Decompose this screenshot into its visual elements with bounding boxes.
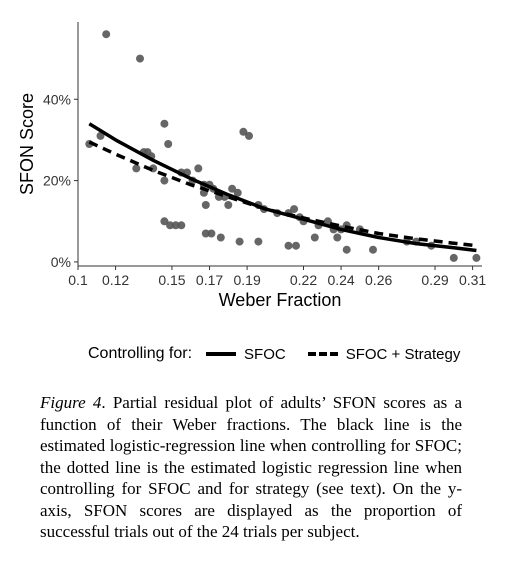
- caption-text: . Partial residual plot of adults’ SFON …: [40, 393, 462, 541]
- data-point: [194, 164, 203, 173]
- x-tick-label: 0.12: [102, 272, 129, 288]
- data-point: [207, 229, 216, 238]
- x-tick-label: 0.15: [158, 272, 185, 288]
- y-tick-label: 20%: [43, 173, 71, 189]
- series-line-sfoc-strategy: [88, 140, 477, 248]
- data-point: [245, 131, 253, 140]
- data-point: [201, 201, 210, 209]
- legend-dashed-line-key: [307, 352, 338, 356]
- figure-label: Figure 4: [40, 393, 102, 412]
- x-tick-label: 0.19: [233, 272, 260, 288]
- legend-solid-line-key: [206, 352, 237, 356]
- figure-caption: Figure 4. Partial residual plot of adult…: [40, 392, 462, 543]
- data-point: [449, 253, 458, 262]
- data-point: [284, 241, 293, 250]
- legend-title: Controlling for:: [88, 345, 193, 362]
- data-point: [166, 221, 175, 230]
- data-point: [310, 233, 319, 242]
- data-point: [216, 233, 225, 242]
- x-tick-label: 0.1: [68, 272, 88, 288]
- data-point: [136, 54, 144, 63]
- data-point: [333, 233, 342, 242]
- data-point: [342, 245, 351, 254]
- y-axis-title: SFON Score: [17, 93, 37, 195]
- x-tick-label: 0.24: [327, 272, 354, 288]
- x-tick-label: 0.22: [290, 272, 317, 288]
- data-point: [171, 221, 180, 230]
- x-tick-label: 0.26: [365, 272, 392, 288]
- data-point: [235, 237, 244, 246]
- fit-lines: [88, 122, 477, 253]
- x-tick-label: 0.31: [459, 272, 486, 288]
- data-point: [472, 253, 481, 262]
- data-point: [164, 140, 173, 148]
- data-point: [102, 30, 111, 39]
- data-point: [160, 119, 169, 128]
- data-point: [160, 217, 169, 226]
- x-tick-label: 0.29: [421, 272, 448, 288]
- data-point: [224, 201, 233, 209]
- legend-item-sfoc: SFOC: [206, 346, 286, 363]
- chart-legend: Controlling for: SFOC SFOC + Strategy: [88, 345, 482, 363]
- tick-labels: 0.1 0.12 0.15 0.17 0.19 0.22 0.24 0.26 0.29 0.31 0…: [43, 91, 486, 288]
- data-point: [323, 217, 332, 226]
- axes: [74, 22, 482, 270]
- x-tick-label: 0.17: [196, 272, 223, 288]
- data-point: [290, 205, 299, 214]
- series-line-sfoc: [88, 122, 477, 253]
- data-point: [228, 184, 237, 193]
- legend-label-sfoc: SFOC: [244, 345, 286, 363]
- y-tick-label: 40%: [43, 91, 71, 107]
- data-point: [132, 164, 141, 173]
- legend-label-sfoc-strategy: SFOC + Strategy: [345, 345, 461, 363]
- x-axis-title: Weber Fraction: [219, 290, 342, 310]
- data-point: [292, 241, 300, 250]
- data-point: [201, 229, 210, 238]
- scatter-points: [85, 30, 481, 262]
- legend-item-sfoc-strategy: SFOC + Strategy: [307, 345, 461, 363]
- data-point: [96, 131, 105, 140]
- data-point: [233, 188, 242, 197]
- y-tick-label: 0%: [51, 254, 71, 270]
- data-point: [160, 176, 169, 185]
- data-point: [177, 221, 186, 230]
- data-point: [239, 127, 248, 136]
- chart-plot: 0.1 0.12 0.15 0.17 0.19 0.22 0.24 0.26 0.29 0.31 0…: [17, 22, 486, 310]
- data-point: [254, 237, 263, 246]
- data-point: [369, 245, 377, 254]
